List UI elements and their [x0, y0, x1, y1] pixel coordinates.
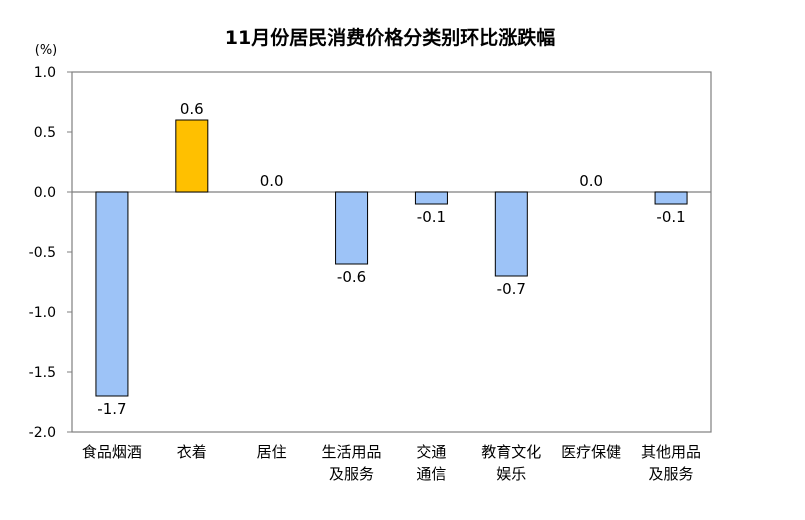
category-label: 居住 — [257, 443, 287, 461]
data-label: -0.1 — [656, 208, 685, 226]
data-label: -0.7 — [497, 280, 526, 298]
bar — [95, 191, 129, 397]
y-tick-label: -1.5 — [29, 365, 56, 381]
data-label: -0.1 — [417, 208, 446, 226]
plot-area: 1.0 0.5 0.0 -0.5 -1.0 -1.5 -2.0 -1.7 食品烟酒 0.6 衣着 0.… — [29, 65, 712, 483]
y-tick-label: 0.0 — [34, 185, 56, 201]
data-label: 0.6 — [180, 100, 204, 118]
data-label: 0.0 — [260, 172, 284, 190]
data-label: -0.6 — [337, 268, 366, 286]
category-label: 生活用品 — [322, 443, 382, 461]
y-tick-label: -2.0 — [29, 425, 56, 441]
y-tick-label: -0.5 — [29, 245, 56, 261]
bar — [335, 191, 369, 265]
bar — [654, 191, 688, 205]
category-label: 交通 — [416, 443, 446, 461]
chart-title: 11月份居民消费价格分类别环比涨跌幅 — [225, 26, 555, 49]
data-label: 0.0 — [579, 172, 603, 190]
bar — [175, 119, 209, 193]
y-tick-label: -1.0 — [29, 305, 56, 321]
data-label: -1.7 — [97, 400, 126, 418]
category-label: 衣着 — [177, 443, 207, 461]
y-tick-label: 1.0 — [34, 65, 56, 81]
bar — [494, 191, 528, 277]
y-axis-unit-label: (%) — [35, 43, 58, 58]
category-label: 及服务 — [649, 465, 694, 483]
bar — [414, 191, 448, 205]
category-label: 教育文化 — [481, 443, 541, 461]
category-label: 娱乐 — [496, 465, 526, 483]
category-label: 食品烟酒 — [82, 443, 142, 461]
plot-frame — [71, 71, 712, 433]
category-label: 其他用品 — [641, 443, 701, 461]
category-label: 通信 — [416, 465, 446, 483]
category-label: 医疗保健 — [561, 443, 621, 461]
y-tick-label: 0.5 — [34, 125, 56, 141]
category-label: 及服务 — [329, 465, 374, 483]
